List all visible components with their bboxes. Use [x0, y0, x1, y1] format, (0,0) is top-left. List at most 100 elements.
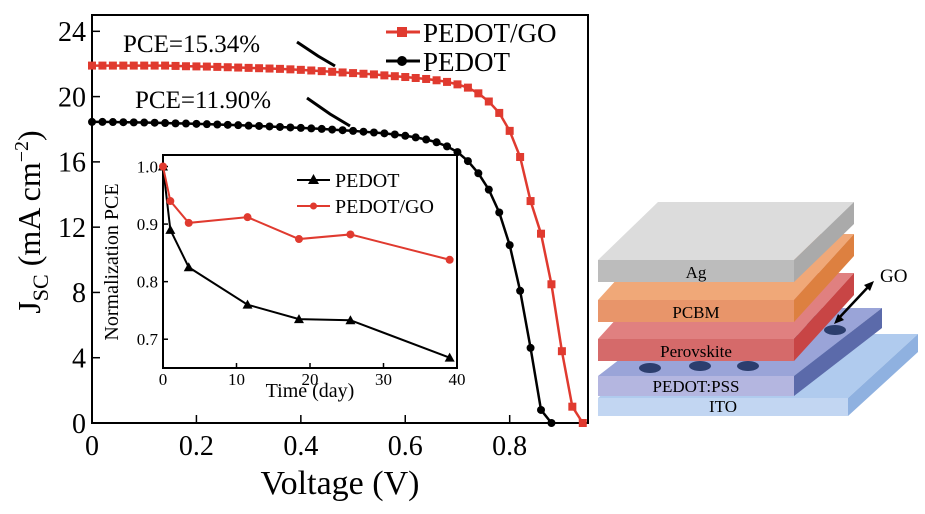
data-point	[202, 62, 211, 71]
data-point	[307, 124, 316, 133]
jv-y-tick-label: 20	[58, 82, 86, 113]
data-point	[296, 123, 305, 132]
jv-series-pedot	[88, 117, 556, 427]
data-point	[192, 62, 201, 71]
data-point	[244, 63, 253, 72]
data-point	[140, 118, 149, 127]
go-arrow	[837, 285, 870, 320]
data-point	[537, 405, 546, 414]
data-point	[293, 314, 304, 324]
data-point	[359, 127, 368, 136]
layer-front-face	[598, 300, 794, 322]
layer-label-pcbm: PCBM	[672, 303, 719, 322]
jv-series	[88, 61, 587, 427]
data-point	[275, 64, 284, 73]
data-point	[265, 122, 274, 131]
jv-legend-label-pedot-go: PEDOT/GO	[423, 18, 557, 48]
jv-ticks: 0 0.2 0.4 0.6 0.8 0 4 8 12 16 20 24	[58, 17, 527, 462]
inset-series-pedot	[158, 161, 455, 362]
data-point	[338, 68, 347, 77]
data-point	[98, 117, 107, 126]
data-point	[432, 76, 441, 85]
data-point	[296, 65, 305, 74]
legend-square-marker	[397, 27, 407, 37]
data-point	[463, 157, 472, 166]
data-point	[161, 119, 170, 128]
layer-front-face	[598, 339, 794, 361]
data-point	[401, 131, 410, 140]
data-point	[516, 286, 525, 295]
data-point	[390, 130, 399, 139]
jv-y-tick-label: 12	[58, 213, 86, 244]
inset-ticks: 0 10 20 30 40 0.7 0.8 0.9 1.0	[137, 157, 466, 389]
layer-label-pedot-pss: PEDOT:PSS	[652, 377, 739, 396]
data-point	[294, 235, 303, 244]
data-point	[88, 117, 96, 126]
data-point	[317, 67, 326, 76]
data-point	[495, 208, 504, 217]
data-point	[307, 66, 316, 75]
data-point	[255, 121, 264, 130]
data-point	[244, 121, 253, 130]
inset-legend-entry-pedot: PEDOT	[297, 170, 399, 192]
inset-x-tick-label: 20	[302, 370, 319, 389]
data-point	[526, 343, 535, 352]
jv-x-tick-label: 0	[85, 431, 99, 462]
inset-x-tick-label: 0	[159, 370, 168, 389]
legend-circle-marker	[397, 56, 407, 66]
go-arrowhead-top	[864, 281, 874, 291]
jv-legend: PEDOT/GO PEDOT	[386, 18, 557, 77]
data-point	[547, 280, 556, 289]
layer-label-ag: Ag	[686, 263, 707, 282]
layer-front-face	[598, 376, 794, 396]
inset-y-tick-label: 0.8	[137, 273, 158, 292]
layer-label-perovskite: Perovskite	[660, 342, 732, 361]
data-point	[547, 419, 556, 427]
data-point	[265, 64, 274, 73]
data-point	[171, 61, 180, 70]
inset-legend-entry-pedot-go: PEDOT/GO	[297, 196, 434, 218]
data-point	[171, 119, 180, 128]
inset-y-tick-label: 1.0	[137, 157, 158, 176]
data-point	[443, 142, 452, 151]
legend-circle-marker	[310, 202, 317, 210]
inset-series	[158, 161, 455, 362]
go-label: GO	[880, 266, 907, 287]
data-point	[150, 61, 159, 70]
data-point	[275, 122, 284, 131]
jv-y-tick-label: 24	[58, 17, 86, 48]
data-point	[150, 118, 159, 127]
data-point	[345, 315, 356, 325]
data-point	[98, 61, 107, 70]
layer-top-face	[598, 202, 854, 260]
data-point	[349, 126, 358, 135]
jv-legend-entry-pedot: PEDOT	[386, 47, 511, 77]
go-flake	[689, 361, 711, 371]
data-point	[432, 138, 441, 147]
data-point	[359, 69, 368, 78]
inset-legend-label-pedot: PEDOT	[335, 170, 399, 192]
data-point	[338, 126, 347, 135]
data-point	[234, 63, 243, 72]
data-point	[505, 241, 514, 250]
pce-annotation-go: PCE=15.34%	[123, 31, 260, 58]
data-point	[213, 62, 222, 71]
data-point	[166, 197, 175, 206]
data-point	[192, 119, 201, 128]
pce-annotation-go-arrow	[296, 40, 336, 68]
data-point	[140, 61, 149, 70]
data-point	[108, 118, 117, 127]
inset-y-axis-label: Normalization PCE	[101, 183, 123, 340]
data-point	[380, 129, 389, 138]
data-point	[213, 120, 222, 129]
data-point	[526, 197, 535, 206]
data-point	[369, 70, 378, 79]
data-point	[463, 83, 472, 92]
inset-series-pedot-go	[159, 162, 454, 264]
jv-plot-frame	[91, 14, 589, 424]
data-point	[422, 74, 431, 83]
data-point	[495, 108, 504, 117]
